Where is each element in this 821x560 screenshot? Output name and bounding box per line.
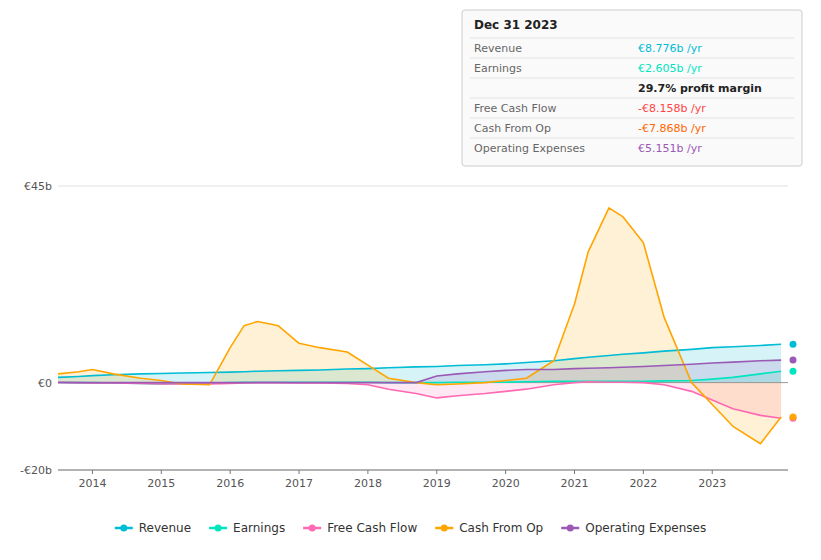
chart: -€20b €0 €45b 2014 2015 2016 2017 2018 2019 2020 2…: [0, 0, 821, 560]
info-separator: [470, 98, 794, 99]
legend-item: Earnings: [209, 521, 285, 535]
x-tick: [505, 470, 506, 474]
legend-marker: [441, 525, 448, 532]
info-label: Revenue: [474, 42, 522, 55]
end-dot: [790, 413, 797, 420]
area-fill: [58, 208, 781, 444]
end-dot: [790, 341, 797, 348]
legend-label: Operating Expenses: [585, 521, 706, 535]
info-value: €5.151b /yr: [638, 142, 702, 155]
x-tick-label: 2023: [698, 477, 726, 490]
area-fill: [58, 382, 781, 419]
plot-area: [58, 208, 781, 444]
x-tick-label: 2021: [561, 477, 589, 490]
x-tick-label: 2016: [216, 477, 244, 490]
legend-label: Earnings: [233, 521, 285, 535]
x-axis-line: [58, 470, 788, 471]
x-tick-label: 2015: [147, 477, 175, 490]
x-tick-label: 2020: [492, 477, 520, 490]
y-tick-label: €0: [38, 377, 52, 390]
info-label: Free Cash Flow: [474, 102, 557, 115]
info-separator: [470, 78, 794, 79]
info-separator: [470, 38, 794, 39]
x-tick-label: 2017: [285, 477, 313, 490]
end-dot: [790, 357, 797, 364]
legend-marker: [567, 525, 574, 532]
series-line: [58, 344, 781, 377]
grid-line: [58, 470, 788, 471]
x-tick: [92, 470, 93, 474]
x-tick: [643, 470, 644, 474]
info-separator: [470, 58, 794, 59]
info-value: €8.776b /yr: [638, 42, 702, 55]
series-line: [58, 382, 781, 419]
legend-marker: [309, 525, 316, 532]
legend-item: Free Cash Flow: [303, 521, 417, 535]
info-label: Earnings: [474, 62, 522, 75]
y-tick-label: -€20b: [20, 464, 52, 477]
info-label: Operating Expenses: [474, 142, 585, 155]
x-tick: [161, 470, 162, 474]
x-tick-label: 2018: [354, 477, 382, 490]
info-value: 29.7% profit margin: [638, 82, 762, 95]
info-value: -€8.158b /yr: [638, 102, 706, 115]
x-tick: [367, 470, 368, 474]
x-tick: [712, 470, 713, 474]
series-line: [58, 360, 781, 383]
info-title: Dec 31 2023: [474, 18, 558, 32]
legend-label: Cash From Op: [459, 521, 543, 535]
legend-item: Operating Expenses: [561, 521, 706, 535]
info-separator: [470, 138, 794, 139]
x-tick-label: 2022: [629, 477, 657, 490]
area-fill: [58, 360, 781, 383]
series-line: [58, 208, 781, 444]
x-tick-label: 2014: [78, 477, 106, 490]
legend-item: Revenue: [115, 521, 191, 535]
x-tick-label: 2019: [423, 477, 451, 490]
info-box: [462, 10, 802, 166]
info-separator: [470, 118, 794, 119]
x-tick: [574, 470, 575, 474]
legend-label: Free Cash Flow: [327, 521, 417, 535]
info-label: Cash From Op: [474, 122, 551, 135]
y-tick-label: €45b: [24, 180, 52, 193]
info-value: -€7.868b /yr: [638, 122, 706, 135]
info-value: €2.605b /yr: [638, 62, 702, 75]
legend-marker: [120, 525, 127, 532]
x-tick: [436, 470, 437, 474]
grid-line: [58, 186, 788, 187]
legend-marker: [215, 525, 222, 532]
legend-item: Cash From Op: [435, 521, 543, 535]
x-tick: [230, 470, 231, 474]
legend: Revenue Earnings Free Cash Flow Cash From O…: [115, 521, 706, 535]
x-tick: [299, 470, 300, 474]
legend-label: Revenue: [139, 521, 191, 535]
end-dot: [790, 368, 797, 375]
